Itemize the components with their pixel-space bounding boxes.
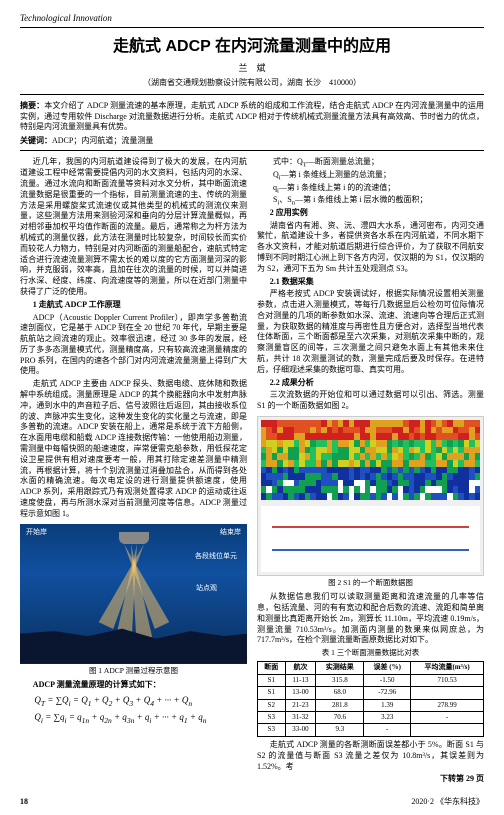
table-cell [411,687,484,699]
formula-desc-3: qi—第 i 条维线上第 i 的的流速值； [273,183,484,196]
p-r1: 湖南省内有湘、资、沅、澧四大水系，通河密布，内河交通繁忙，航道建设十多，者提供资… [257,221,484,275]
p3: 走航式 ADCP 主要由 ADCP 探头、数据电缆、底休随和数据解中系统组成。测… [20,379,247,519]
table-1: 断面航次实测结果误差 (%)平均流量(m³/s) S111-13315.8-1.… [257,661,484,737]
table-cell: S3 [258,724,286,736]
velocity-heatmap [261,420,480,500]
table-cell [411,724,484,736]
heatmap-cell [475,420,480,427]
page: Technological Innovation 走航式 ADCP 在内河流量测… [0,0,504,815]
table-header-cell: 实测结果 [316,662,364,674]
adcp-software-screenshot [257,416,484,576]
author: 兰 斌 [20,62,484,75]
table-cell: 33-00 [285,724,316,736]
p2: ADCP（Acoustic Doppler Current Profiler），… [20,313,247,378]
table-cell: 21-23 [285,699,316,711]
fig1-label-start: 开始岸 [26,528,47,537]
abstract-text: 本文介绍了 ADCP 测量流速的基本原理，走航式 ADCP 系统的组成和工作流程… [20,101,484,132]
boat-icon [119,532,149,544]
table-cell: - [364,724,411,736]
heatmap-cell [475,453,480,460]
table-cell: -72.96 [364,687,411,699]
p-r4: 从数据信息我们可以读取测量距离和流速流量的几率等信息，包括流量、河的有有宽边和配… [257,592,484,646]
table-row: S331-3270.63.23- [258,712,484,724]
table-cell: 13-00 [285,687,316,699]
formula-intro: ADCP 测量流量原理的计算式如下： [20,680,247,691]
keywords-text: ADCP；内河航道；流量测量 [52,136,153,145]
figure-1: 开始岸 结束岸 各段线位单元 站点观 图 1 ADCP 测量过程示意图 [20,524,247,676]
footer-issue: 2020·2 《华东科技》 [411,796,484,807]
page-number: 18 [20,796,28,807]
p-r5: 走航式 ADCP 测量的各断测断面误差都小于 5%。断面 S1 与 S2 的流量… [257,740,484,772]
table-header-cell: 航次 [285,662,316,674]
page-footer: 18 2020·2 《华东科技》 [20,793,484,807]
rule-bottom [20,150,484,151]
abstract: 摘要：本文介绍了 ADCP 测量流速的基本原理，走航式 ADCP 系统的组成和工… [20,101,484,133]
blue-baseline [272,549,469,551]
table-row: S333-009.3- [258,724,484,736]
section-2-1-heading: 2.1 数据采集 [257,277,484,288]
abstract-label: 摘要： [20,101,44,110]
fig1-label-end: 结束岸 [220,528,241,537]
table-cell: 9.3 [316,724,364,736]
formula-desc-1: 式中：QT—断面测量总流量； [273,157,484,170]
table-cell: 3.23 [364,712,411,724]
fig2-caption: 图 2 S1 的一个断面数据图 [257,578,484,588]
affiliation: （湖南省交通规划勘察设计院有限公司，湖南 长沙 410000） [20,77,484,88]
body-columns: 近几年，我国的内河航道建设得到了极大的发展，在内河航道建设工程中经常需要提倡内河… [20,157,484,787]
fig1-caption: 图 1 ADCP 测量过程示意图 [20,666,247,676]
table-cell: - [411,712,484,724]
heatmap-cell [475,473,480,480]
heatmap-cell [475,460,480,467]
table-cell: S3 [258,712,286,724]
table1-caption: 表 1 三个断面测量数据比对表 [257,648,484,658]
section-2-2-heading: 2.2 成果分析 [257,378,484,389]
formula-desc-2: Qi—第 i 条维线上测量的总流量； [273,170,484,183]
table-cell: S1 [258,687,286,699]
article-title: 走航式 ADCP 在内河流量测量中的应用 [20,36,484,58]
rule-top [20,94,484,95]
turn-page: 下转第 29 页 [257,774,484,785]
fig1-label-unit: 各段线位单元 [195,552,237,561]
red-trace [272,526,469,528]
p-r2: 严格老按式 ADCP 安装调试好，根据实际情况设置相关测量参数，点击进入测量模式… [257,289,484,375]
adcp-diagram: 开始岸 结束岸 各段线位单元 站点观 [20,524,247,664]
keywords: 关键词：ADCP；内河航道；流量测量 [20,135,484,146]
table-header-cell: 平均流量(m³/s) [411,662,484,674]
heatmap-cell [475,486,480,493]
table-row: S221-23281.81.39278.99 [258,699,484,711]
table-header-cell: 误差 (%) [364,662,411,674]
fig1-label-point: 站点观 [196,584,217,593]
table-cell: 281.8 [316,699,364,711]
left-column: 近几年，我国的内河航道建设得到了极大的发展，在内河航道建设工程中经常需要提倡内河… [20,157,247,787]
heatmap-cell [475,480,480,487]
table-cell: S2 [258,699,286,711]
keywords-label: 关键词： [20,136,52,145]
table-cell: 68.0 [316,687,364,699]
figure-2: 图 2 S1 的一个断面数据图 [257,416,484,588]
table-body: S111-13315.8-1.50710.53S113-0068.0-72.96… [258,674,484,736]
table-header-row: 断面航次实测结果误差 (%)平均流量(m³/s) [258,662,484,674]
table-cell: 278.99 [411,699,484,711]
table-row: S113-0068.0-72.96 [258,687,484,699]
right-column: 式中：QT—断面测量总流量； Qi—第 i 条维线上测量的总流量； qi—第 i… [257,157,484,787]
formula-desc-4: Si、Sn—第 i 条维线上第 i 层水微的截面积； [273,195,484,208]
p-r3: 三次流数据的开始位和可以通过数据可以引出、筛选。测量 S1 的一个断面数据如图 … [257,390,484,412]
intro-p1: 近几年，我国的内河航道建设得到了极大的发展，在内河航道建设工程中经常需要提倡内河… [20,157,247,297]
section-2-heading: 2 应用实例 [257,208,484,219]
heatmap-cell [475,467,480,474]
table-cell: 31-32 [285,712,316,724]
section-1-heading: 1 走航式 ADCP 工作原理 [20,300,247,311]
heatmap-cell [475,493,480,500]
formula-2: Qi = ∑qi = q1n + q2n + q3n + qi + ··· + … [20,711,247,726]
heatmap-cell [475,433,480,440]
heatmap-cell [475,447,480,454]
heatmap-cell [475,440,480,447]
table-cell: 70.6 [316,712,364,724]
header-section: Technological Innovation [20,12,484,28]
table-header-cell: 断面 [258,662,286,674]
table-cell: 1.39 [364,699,411,711]
velocity-line-chart [261,506,480,572]
formula-1: QT = ∑Qi = Q1 + Q2 + Q3 + Q4 + ··· + Qn [20,694,247,709]
heatmap-cell [475,427,480,434]
